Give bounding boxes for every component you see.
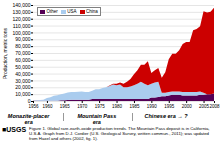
svg-text:20,000: 20,000: [15, 84, 31, 90]
svg-text:80,000: 80,000: [15, 43, 31, 49]
svg-text:1956: 1956: [28, 104, 39, 109]
svg-text:130,000: 130,000: [12, 9, 30, 15]
svg-text:0: 0: [28, 98, 31, 104]
html-text:Mountain Pass era: Mountain Pass era: [77, 113, 117, 125]
svg-text:2005: 2005: [199, 104, 210, 109]
svg-text:1985: 1985: [129, 104, 140, 109]
svg-text:1990: 1990: [147, 104, 158, 109]
svg-text:2008: 2008: [209, 104, 220, 109]
html-text:Other: Other: [46, 9, 58, 14]
html-text:China: China: [86, 9, 98, 14]
svg-text:30,000: 30,000: [15, 78, 31, 84]
svg-text:120,000: 120,000: [12, 16, 30, 22]
svg-text:1980: 1980: [112, 104, 123, 109]
svg-text:100,000: 100,000: [12, 30, 30, 36]
svg-text:2000: 2000: [182, 104, 193, 109]
svg-text:70,000: 70,000: [15, 50, 31, 56]
svg-text:Production, metric tons: Production, metric tons: [2, 27, 8, 79]
svg-text:1965: 1965: [60, 104, 71, 109]
svg-text:60,000: 60,000: [15, 57, 31, 63]
html-text:USA: USA: [67, 9, 77, 14]
svg-text:50,000: 50,000: [15, 64, 31, 70]
svg-text:1970: 1970: [77, 104, 88, 109]
svg-text:140,000: 140,000: [12, 2, 30, 8]
html-text:■USGS Figure 1. Global rare-ea: ■USGS Figure 1. Global rare-earth-oxide …: [2, 126, 210, 141]
svg-text:90,000: 90,000: [15, 36, 31, 42]
svg-text:1975: 1975: [95, 104, 106, 109]
svg-text:1960: 1960: [42, 104, 53, 109]
svg-text:110,000: 110,000: [13, 23, 31, 29]
svg-text:1995: 1995: [164, 104, 175, 109]
svg-text:10,000: 10,000: [15, 91, 31, 97]
html-text:Chinese era → ?: Chinese era → ?: [144, 113, 188, 119]
html-text:Monazite-placer era: Monazite-placer era: [7, 113, 50, 125]
svg-text:40,000: 40,000: [15, 71, 31, 77]
